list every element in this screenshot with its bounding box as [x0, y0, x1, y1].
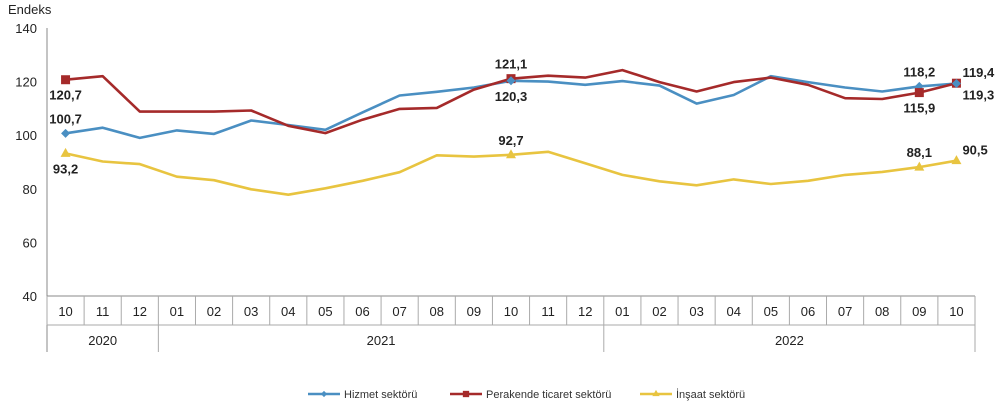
data-label: 120,7	[49, 88, 82, 103]
x-tick-label: 07	[392, 304, 406, 319]
data-label: 100,7	[49, 111, 82, 126]
x-tick-label: 11	[541, 304, 555, 319]
data-labels: 100,7 120,7 93,2 121,1 120,3 92,7 118,2 115,9 88…	[49, 57, 995, 177]
x-tick-label: 03	[689, 304, 703, 319]
x-category-table: 10 11 12 01 02 03 04 05 06 07 08 09 10 11 12 01 02 03 04 05…	[46, 296, 976, 352]
legend-label: Perakende ticaret sektörü	[486, 389, 611, 401]
x-tick-label: 08	[430, 304, 444, 319]
data-point-marker	[60, 147, 71, 157]
data-label: 118,2	[903, 64, 935, 79]
x-tick-label: 09	[467, 304, 481, 319]
data-point-marker	[951, 78, 961, 88]
x-tick-label: 06	[355, 304, 369, 319]
x-tick-label: 02	[207, 304, 221, 319]
series-line-0	[65, 74, 957, 140]
y-tick-label: 80	[23, 182, 37, 197]
data-label: 115,9	[903, 101, 935, 116]
data-point-marker	[914, 88, 924, 98]
data-label: 121,1	[495, 57, 528, 72]
x-tick-label: 09	[912, 304, 926, 319]
legend-marker-1	[462, 390, 470, 398]
x-tick-label: 10	[949, 304, 963, 319]
x-tick-label: 03	[244, 304, 258, 319]
x-tick-label: 01	[170, 304, 184, 319]
data-point-marker	[506, 149, 516, 159]
x-tick-label: 11	[96, 304, 110, 319]
x-tick-label: 10	[58, 304, 72, 319]
x-tick-label: 06	[801, 304, 815, 319]
x-tick-label: 05	[318, 304, 332, 319]
x-tick-label: 08	[875, 304, 889, 319]
x-tick-label: 04	[726, 304, 740, 319]
legend-label: İnşaat sektörü	[676, 388, 745, 401]
legend-label: Hizmet sektörü	[344, 389, 417, 401]
year-label: 2022	[775, 333, 804, 348]
year-label: 2021	[367, 333, 396, 348]
data-point-marker	[61, 75, 71, 85]
data-label: 120,3	[495, 89, 528, 104]
y-tick-labels: 40 60 80 100 120 140	[15, 21, 37, 304]
data-point-marker	[951, 155, 962, 165]
legend-marker-0	[320, 390, 328, 398]
data-point-marker	[61, 128, 71, 138]
data-label: 119,3	[962, 87, 994, 102]
x-tick-label: 01	[615, 304, 629, 319]
x-tick-label: 02	[652, 304, 666, 319]
data-label: 93,2	[53, 161, 78, 176]
y-tick-label: 120	[15, 75, 37, 90]
y-tick-label: 40	[23, 289, 37, 304]
data-point-marker	[506, 76, 516, 86]
x-tick-label: 12	[133, 304, 147, 319]
y-tick-label: 60	[23, 235, 37, 250]
y-tick-label: 140	[15, 21, 37, 36]
y-axis-title: Endeks	[8, 2, 52, 17]
data-point-marker	[914, 161, 925, 171]
y-tick-label: 100	[15, 128, 37, 143]
x-tick-label: 04	[281, 304, 295, 319]
x-tick-label: 10	[504, 304, 518, 319]
data-label: 119,4	[962, 65, 995, 80]
x-tick-label: 05	[764, 304, 778, 319]
legend: Hizmet sektörü Perakende ticaret sektörü İ…	[308, 388, 745, 401]
legend-marker-2	[652, 389, 660, 397]
data-label: 92,7	[498, 133, 523, 148]
x-tick-label: 07	[838, 304, 852, 319]
x-tick-label: 12	[578, 304, 592, 319]
data-label: 88,1	[907, 145, 932, 160]
data-label: 90,5	[962, 143, 987, 158]
year-label: 2020	[88, 333, 117, 348]
series-markers	[60, 74, 962, 171]
